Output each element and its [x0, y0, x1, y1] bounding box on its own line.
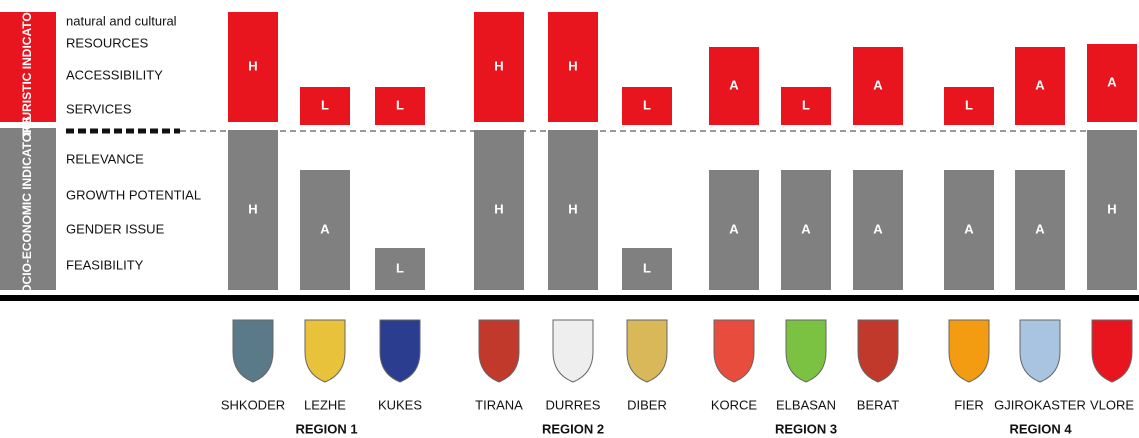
row-label: RELEVANCE	[66, 151, 144, 166]
touristic-panel	[0, 12, 56, 122]
touristic-bar	[1087, 44, 1137, 122]
socio-bar	[474, 130, 524, 290]
coat-of-arms	[713, 319, 755, 383]
coat-of-arms	[1091, 319, 1133, 383]
touristic-level: H	[494, 58, 503, 73]
region-name: REGION 2	[542, 421, 604, 436]
touristic-label: TOURISTIC INDICATORs	[20, 0, 34, 137]
socio-bar	[622, 248, 672, 290]
socio-level: A	[729, 221, 739, 236]
socio-bar	[781, 170, 831, 290]
touristic-level: A	[1035, 77, 1045, 92]
touristic-level: A	[729, 77, 739, 92]
baseline	[0, 295, 1139, 301]
socio-bar	[300, 170, 350, 290]
touristic-bar	[709, 47, 759, 125]
socio-bar	[548, 130, 598, 290]
municipality-name: ELBASAN	[776, 397, 836, 412]
coat-of-arms	[1019, 319, 1061, 383]
touristic-level: A	[873, 77, 883, 92]
municipality-name: TIRANA	[475, 397, 523, 412]
touristic-bar	[622, 87, 672, 125]
socio-level: H	[494, 201, 503, 216]
touristic-level: L	[643, 97, 651, 112]
region-name: REGION 1	[295, 421, 357, 436]
socio-bar	[944, 170, 994, 290]
region-name: REGION 4	[1009, 421, 1072, 436]
coat-of-arms	[785, 319, 827, 383]
socio-level: A	[964, 221, 974, 236]
touristic-bar	[375, 87, 425, 125]
touristic-bar	[781, 87, 831, 125]
municipality-name: DURRES	[546, 397, 601, 412]
row-label: FEASIBILITY	[66, 257, 144, 272]
touristic-bar	[300, 87, 350, 125]
touristic-level: A	[1107, 74, 1117, 89]
socio-level: H	[568, 201, 577, 216]
row-label: GROWTH POTENTIAL	[66, 187, 201, 202]
touristic-level: H	[568, 58, 577, 73]
socio-bar	[853, 170, 903, 290]
socio-bar	[709, 170, 759, 290]
socio-bar	[375, 248, 425, 290]
socio-level: A	[1035, 221, 1045, 236]
socio-level: A	[320, 221, 330, 236]
coat-of-arms	[304, 319, 346, 383]
socio-level: H	[248, 201, 257, 216]
row-label: ACCESSIBILITY	[66, 67, 163, 82]
socio-panel	[0, 128, 56, 290]
touristic-level: L	[802, 97, 810, 112]
row-label: RESOURCES	[66, 35, 149, 50]
municipality-name: BERAT	[857, 397, 899, 412]
coat-of-arms	[552, 319, 594, 383]
row-label: natural and cultural	[66, 13, 177, 28]
municipality-name: SHKODER	[221, 397, 285, 412]
socio-label: SOCIO-ECONOMIC INDICATORS	[20, 116, 34, 302]
touristic-level: H	[248, 58, 257, 73]
touristic-level: L	[321, 97, 329, 112]
coat-of-arms	[626, 319, 668, 383]
region-name: REGION 3	[775, 421, 837, 436]
municipality-name: KUKES	[378, 397, 422, 412]
coat-of-arms	[948, 319, 990, 383]
touristic-bar	[853, 47, 903, 125]
municipality-name: FIER	[954, 397, 984, 412]
socio-level: L	[396, 260, 404, 275]
touristic-level: L	[965, 97, 973, 112]
touristic-bar	[944, 87, 994, 125]
coat-of-arms	[232, 319, 274, 383]
socio-bar	[1087, 130, 1137, 290]
coat-of-arms	[857, 319, 899, 383]
socio-level: A	[873, 221, 883, 236]
coat-of-arms	[478, 319, 520, 383]
touristic-bar	[1015, 47, 1065, 125]
socio-level: H	[1107, 201, 1116, 216]
socio-bar	[1015, 170, 1065, 290]
municipality-name: GJIROKASTER	[994, 397, 1086, 412]
socio-level: A	[801, 221, 811, 236]
touristic-bar	[474, 12, 524, 122]
row-label: GENDER ISSUE	[66, 221, 165, 236]
coat-of-arms	[379, 319, 421, 383]
municipality-name: VLORE	[1090, 397, 1134, 412]
municipality-name: KORCE	[711, 397, 758, 412]
touristic-bar	[548, 12, 598, 122]
touristic-level: L	[396, 97, 404, 112]
municipality-name: DIBER	[627, 397, 667, 412]
municipality-name: LEZHE	[304, 397, 346, 412]
socio-level: L	[643, 260, 651, 275]
socio-bar	[228, 130, 278, 290]
row-label: SERVICES	[66, 101, 132, 116]
touristic-bar	[228, 12, 278, 122]
